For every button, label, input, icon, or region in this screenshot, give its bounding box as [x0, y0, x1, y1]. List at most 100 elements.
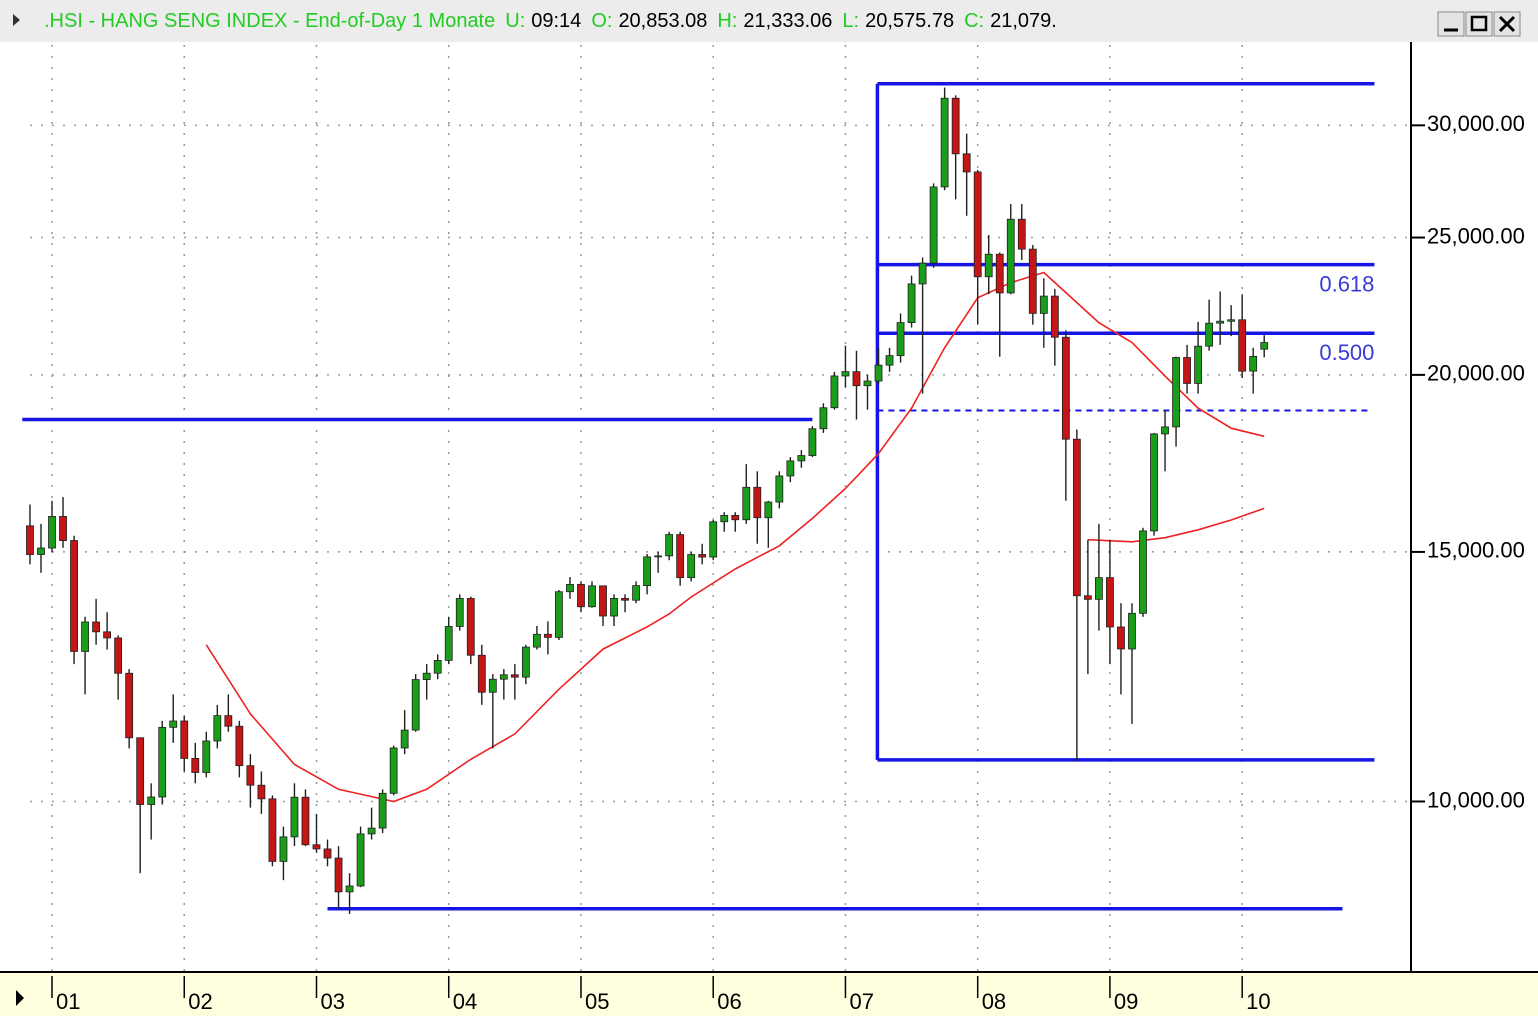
candle-body — [125, 672, 134, 739]
header-field-label: L: — [842, 10, 859, 32]
candle-body — [37, 547, 45, 555]
maximize-button[interactable] — [1465, 11, 1493, 37]
candle-body — [213, 715, 222, 742]
header-text: .HSI - HANG SENG INDEX - End-of-Day 1 Mo… — [44, 10, 1057, 32]
candle-body — [709, 521, 718, 558]
candle-body — [290, 796, 299, 838]
title-bar — [0, 0, 1538, 42]
candle-body — [665, 534, 674, 557]
candle-body — [400, 729, 409, 749]
candle-body — [742, 486, 751, 521]
candle-body — [1150, 433, 1158, 532]
candle-body — [654, 555, 663, 558]
candle-body — [1083, 595, 1092, 600]
candle-body — [720, 514, 729, 523]
axes: 10,000.00 15,000.00 20,000.00 25,000.00 30,0… — [51, 111, 1525, 1014]
candle-body — [1139, 530, 1147, 614]
candle-body — [312, 844, 321, 850]
candle-body — [940, 97, 949, 188]
candle-body — [1238, 319, 1247, 372]
candle-body — [951, 97, 960, 155]
header-field-label: O: — [591, 10, 612, 32]
candle-body — [566, 583, 574, 593]
header-field-value: 20,853.08 — [618, 10, 707, 32]
candle-body — [147, 796, 156, 805]
x-tick-label: 01 — [56, 989, 80, 1014]
x-tick-label: 04 — [453, 989, 477, 1014]
candle-body — [499, 674, 508, 680]
plot-area: 0.618 0.500 — [22, 81, 1375, 914]
header-text-group: .HSI - HANG SENG INDEX - End-of-Day 1 Mo… — [44, 10, 1057, 32]
fib-level-label: 0.500 — [1319, 340, 1374, 365]
scroll-arrow[interactable] — [16, 990, 24, 1006]
candle-body — [48, 516, 56, 549]
header-title: .HSI - HANG SENG INDEX - End-of-Day 1 Mo… — [44, 10, 495, 32]
candle-body — [808, 428, 817, 456]
average-line — [1087, 507, 1265, 543]
y-tick-label: 10,000.00 — [1427, 787, 1525, 812]
candle-body — [995, 253, 1004, 294]
candle-body — [301, 796, 310, 846]
candle-body — [246, 765, 255, 786]
candle-body — [1194, 345, 1202, 384]
candle-body — [1072, 438, 1081, 597]
candle-body — [676, 534, 685, 579]
candle-body — [775, 475, 784, 503]
candle-body — [1006, 218, 1015, 294]
candle-body — [1017, 218, 1026, 250]
candle-body — [389, 747, 398, 794]
candle-body — [422, 672, 431, 680]
candle-body — [444, 626, 453, 661]
candle-body — [378, 792, 387, 829]
candle-body — [555, 591, 563, 638]
x-tick-label: 08 — [982, 989, 1006, 1014]
header-field-value: 09:14 — [531, 10, 581, 32]
candle-body — [1039, 295, 1048, 314]
average-line — [205, 271, 1265, 803]
candle-body — [433, 660, 442, 674]
grid — [30, 45, 1411, 972]
candle-body — [202, 740, 211, 773]
candle-body — [731, 514, 740, 521]
candle-body — [830, 375, 839, 409]
candle-body — [224, 715, 233, 727]
candle-body — [973, 171, 982, 278]
candle-body — [874, 364, 883, 382]
x-tick-label: 10 — [1246, 989, 1270, 1014]
candle-body — [521, 646, 530, 678]
candle-body — [1205, 322, 1214, 347]
candle-body — [169, 720, 178, 728]
candle-body — [753, 486, 762, 519]
candle-body — [577, 583, 585, 608]
candle-body — [279, 836, 288, 862]
candle-body — [786, 460, 795, 477]
candle-body — [1172, 357, 1180, 428]
candle-body — [356, 833, 365, 887]
candle-body — [896, 322, 905, 357]
maximize-icon — [1470, 15, 1488, 32]
x-tick-label: 06 — [717, 989, 741, 1014]
candle-body — [477, 654, 486, 693]
y-tick-label: 15,000.00 — [1427, 538, 1525, 563]
candle-body — [334, 857, 343, 893]
candle-body — [588, 585, 596, 608]
y-tick-label: 30,000.00 — [1427, 111, 1525, 136]
header-field-value: 21,079. — [990, 10, 1057, 32]
window-buttons — [1437, 11, 1521, 37]
candle-body — [1249, 356, 1258, 372]
header-field-label: C: — [964, 10, 984, 32]
candle-body — [1216, 320, 1225, 324]
minimize-button[interactable] — [1437, 11, 1465, 37]
candle-body — [367, 827, 376, 835]
candle-body — [984, 253, 993, 278]
candle-body — [345, 885, 354, 893]
candle-body — [158, 726, 167, 798]
candle-body — [610, 598, 618, 617]
candle-body — [136, 737, 145, 805]
candle-body — [70, 540, 78, 652]
candle-body — [621, 598, 629, 601]
candle-body — [918, 262, 927, 285]
expand-arrow[interactable] — [13, 14, 20, 26]
